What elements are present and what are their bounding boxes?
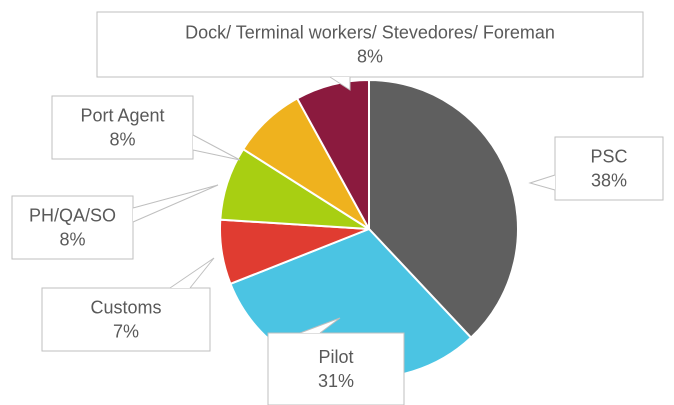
callout-box xyxy=(96,11,644,78)
slice-value-label: 38% xyxy=(591,170,627,190)
callout-pointer xyxy=(192,134,241,161)
slice-label: Pilot xyxy=(318,347,353,367)
callout-box xyxy=(51,95,194,160)
pie-slice xyxy=(295,78,370,230)
callout-box xyxy=(41,287,211,352)
slice-value-label: 8% xyxy=(357,46,383,66)
callout-box xyxy=(267,332,405,405)
slice-label: PH/QA/SO xyxy=(29,205,116,225)
callout-pointer xyxy=(329,76,351,91)
callout-pointer xyxy=(299,317,341,334)
slice-value-label: 31% xyxy=(318,371,354,391)
slice-value-label: 7% xyxy=(113,321,139,341)
slice-label: PSC xyxy=(590,146,627,166)
slice-value-label: 8% xyxy=(59,229,85,249)
callout-pointer xyxy=(132,184,219,223)
slice-value-label: 8% xyxy=(109,129,135,149)
callout-box xyxy=(11,195,134,260)
callout-pointer xyxy=(169,257,215,289)
slice-label: Dock/ Terminal workers/ Stevedores/ Fore… xyxy=(185,22,555,42)
slice-label: Port Agent xyxy=(80,105,164,125)
pie-slice xyxy=(368,78,519,340)
callout-pointer xyxy=(528,174,556,191)
slice-label: Customs xyxy=(90,297,161,317)
